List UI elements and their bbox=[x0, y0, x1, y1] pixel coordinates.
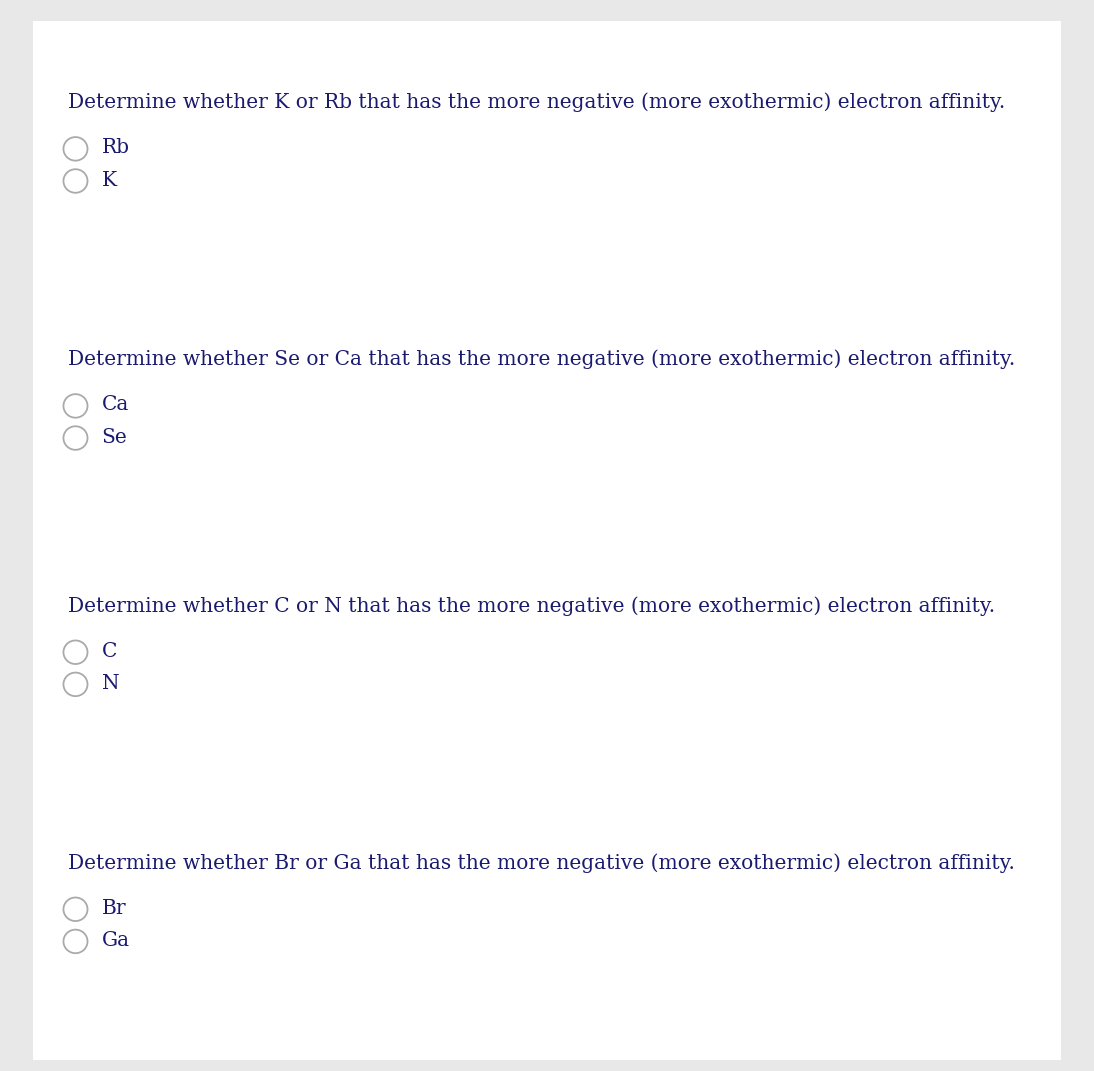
Text: Ga: Ga bbox=[102, 931, 130, 950]
Text: Br: Br bbox=[102, 899, 127, 918]
Text: Determine whether Se or Ca that has the more negative (more exothermic) electron: Determine whether Se or Ca that has the … bbox=[68, 350, 1015, 369]
Text: C: C bbox=[102, 642, 117, 661]
Text: Determine whether Br or Ga that has the more negative (more exothermic) electron: Determine whether Br or Ga that has the … bbox=[68, 854, 1015, 873]
Text: Ca: Ca bbox=[102, 395, 129, 414]
Text: Se: Se bbox=[102, 427, 128, 447]
Text: Determine whether K or Rb that has the more negative (more exothermic) electron : Determine whether K or Rb that has the m… bbox=[68, 93, 1005, 112]
Text: N: N bbox=[102, 674, 119, 693]
FancyBboxPatch shape bbox=[33, 21, 1061, 1060]
Text: Determine whether C or N that has the more negative (more exothermic) electron a: Determine whether C or N that has the mo… bbox=[68, 597, 994, 616]
Text: K: K bbox=[102, 170, 117, 190]
Text: Rb: Rb bbox=[102, 138, 130, 157]
